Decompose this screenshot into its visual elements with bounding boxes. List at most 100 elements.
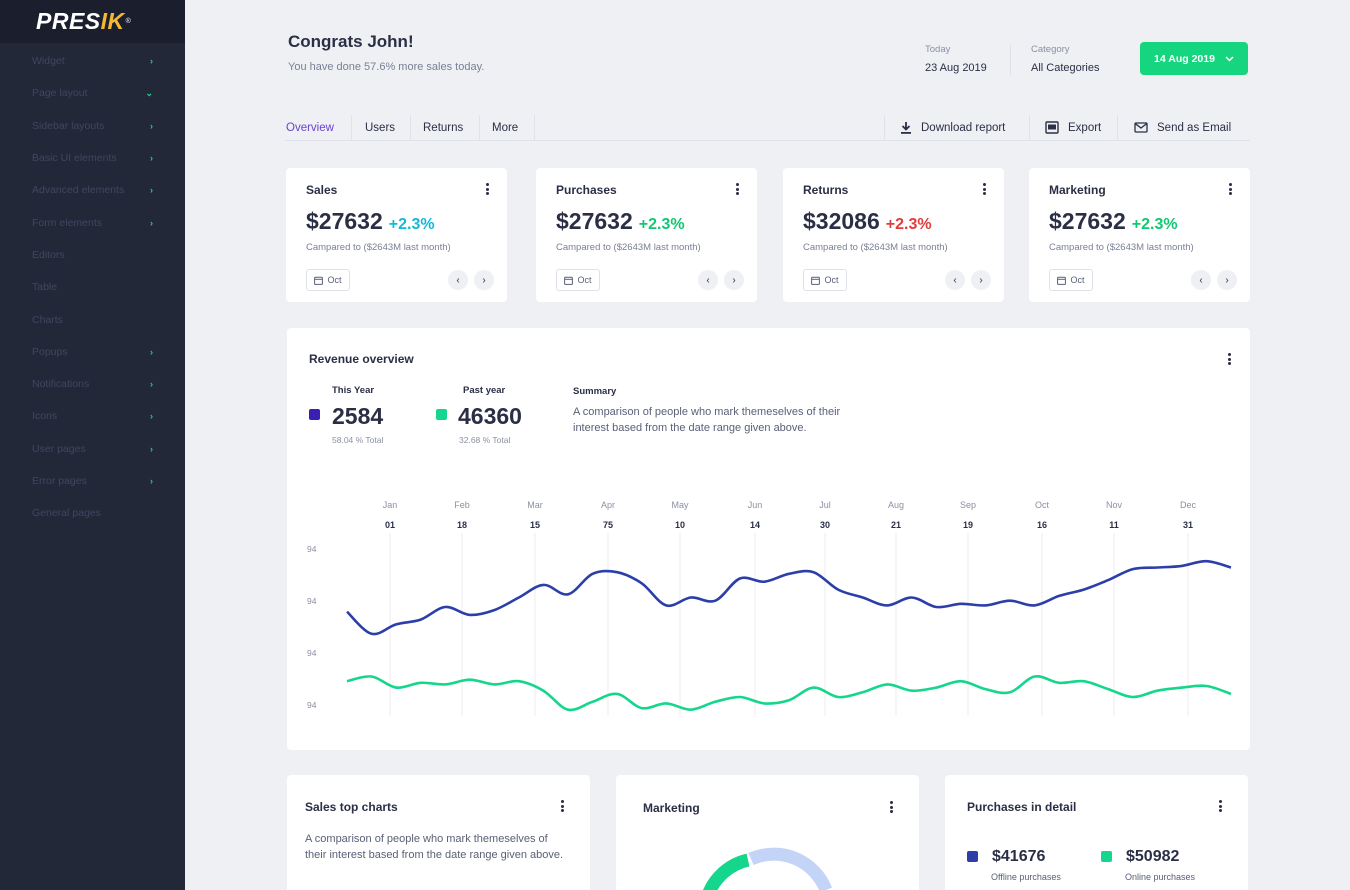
tab-users[interactable]: Users [365,121,396,134]
stat-card-sales: Sales $27632 +2.3% Campared to ($2643M la… [286,168,507,302]
prev-arrow-button[interactable]: ‹ [1191,270,1211,290]
download-icon [901,122,911,134]
more-menu-icon[interactable] [482,182,492,196]
download-report-button[interactable]: Download report [900,115,1005,140]
chevron-left-icon: ‹ [1199,274,1203,286]
sidebar-item-widget[interactable]: Widget › [0,45,185,77]
stat-compare: Campared to ($2643M last month) [306,242,451,253]
next-arrow-button[interactable]: › [724,270,744,290]
month-name: Feb [454,500,470,510]
month-name: Sep [959,500,976,510]
sidebar-item-page-layout[interactable]: Page layout ⌄ [0,77,185,109]
sidebar-item-label: Editors [32,248,65,261]
past-year-value: 46360 [458,403,522,429]
calendar-icon [1057,276,1067,285]
purchases-detail-card: Purchases in detail $41676 Offline purch… [945,775,1248,890]
tabs-bar: Overview Users Returns More Download rep… [285,115,1250,141]
chevron-down-icon [1225,55,1234,62]
sidebar-item-icons[interactable]: Icons › [0,400,185,432]
this-year-label: This Year [332,385,375,396]
category-value: All Categories [1031,62,1100,74]
month-label: Oct [824,275,839,285]
today-block: Today 23 Aug 2019 [925,44,987,74]
month-day: 31 [1182,520,1193,530]
sidebar-item-form-elements[interactable]: Form elements › [0,206,185,238]
this-year-value: 2584 [332,403,384,429]
series-line-1 [346,559,1232,636]
sidebar-item-label: Form elements [32,216,103,229]
y-tick-label: 94 [307,544,317,554]
next-arrow-button[interactable]: › [474,270,494,290]
offline-label: Offline purchases [991,872,1061,882]
month-tick-aug: Aug 21 [876,500,916,530]
sidebar-item-table[interactable]: Table [0,271,185,303]
brand-logo[interactable]: PRESIK ® [0,0,185,43]
chevron-down-icon: ⌄ [145,87,153,98]
more-menu-icon[interactable] [886,800,896,814]
sidebar-item-editors[interactable]: Editors [0,239,185,271]
stat-amount-value: $32086 [803,208,880,234]
action-divider [884,115,885,140]
more-menu-icon[interactable] [1215,799,1225,813]
sidebar-item-popups[interactable]: Popups › [0,336,185,368]
sidebar-item-basic-ui-elements[interactable]: Basic UI elements › [0,142,185,174]
stat-amount: $32086 +2.3% [803,208,932,235]
sidebar-item-label: Page layout [32,87,88,100]
chevron-right-icon: › [150,120,153,131]
donut-segment-blue [748,847,833,890]
tab-more[interactable]: More [492,121,519,134]
export-button[interactable]: Export [1045,115,1101,140]
sidebar-item-label: Error pages [32,475,87,487]
stat-amount-value: $27632 [306,208,383,234]
more-menu-icon[interactable] [557,799,567,813]
y-tick-label: 94 [307,648,317,658]
brand-name: PRESIK [36,8,125,34]
prev-arrow-button[interactable]: ‹ [945,270,965,290]
date-picker-button[interactable]: 14 Aug 2019 [1140,42,1248,75]
month-picker[interactable]: Oct [306,269,350,291]
month-picker[interactable]: Oct [803,269,847,291]
month-name: Oct [1034,500,1049,510]
month-picker[interactable]: Oct [556,269,600,291]
download-report-label: Download report [921,121,1006,134]
month-day: 16 [1036,520,1047,530]
sidebar-item-user-pages[interactable]: User pages › [0,433,185,465]
offline-value: $41676 [992,848,1046,865]
sidebar-item-label: Advanced elements [32,184,125,197]
sidebar-item-sidebar-layouts[interactable]: Sidebar layouts › [0,110,185,142]
more-menu-icon[interactable] [979,182,989,196]
more-menu-icon[interactable] [1225,182,1235,196]
tab-returns[interactable]: Returns [423,121,464,134]
sidebar-item-general-pages[interactable]: General pages [0,497,185,529]
sidebar-item-charts[interactable]: Charts [0,303,185,335]
today-value: 23 Aug 2019 [925,62,987,74]
month-tick-jun: Jun 14 [735,500,775,530]
prev-arrow-button[interactable]: ‹ [698,270,718,290]
stat-compare: Campared to ($2643M last month) [1049,242,1194,253]
chevron-right-icon: › [732,274,736,286]
sidebar-item-error-pages[interactable]: Error pages › [0,465,185,497]
next-arrow-button[interactable]: › [971,270,991,290]
month-day: 11 [1109,520,1119,530]
month-tick-mar: Mar 15 [515,500,555,530]
more-menu-icon[interactable] [732,182,742,196]
sidebar-item-notifications[interactable]: Notifications › [0,368,185,400]
page-subtitle: You have done 57.6% more sales today. [288,61,485,73]
month-day: 30 [819,520,830,530]
stat-amount-value: $27632 [1049,208,1126,234]
send-email-button[interactable]: Send as Email [1134,115,1231,140]
prev-arrow-button[interactable]: ‹ [448,270,468,290]
more-menu-icon[interactable] [1224,352,1234,366]
next-arrow-button[interactable]: › [1217,270,1237,290]
category-select[interactable]: Category All Categories [1031,44,1099,74]
chevron-right-icon: › [1225,274,1229,286]
revenue-card: Revenue overview This Year 2584 58.04 % … [287,328,1250,750]
stat-card-purchases: Purchases $27632 +2.3% Campared to ($2643… [536,168,757,302]
sidebar-item-advanced-elements[interactable]: Advanced elements › [0,174,185,206]
tab-overview[interactable]: Overview [286,121,334,134]
stat-title: Returns [803,183,849,197]
sales-top-desc: A comparison of people who mark themesel… [305,833,564,861]
month-picker[interactable]: Oct [1049,269,1093,291]
donut-segment-green [703,853,750,890]
tab-divider [410,115,411,140]
